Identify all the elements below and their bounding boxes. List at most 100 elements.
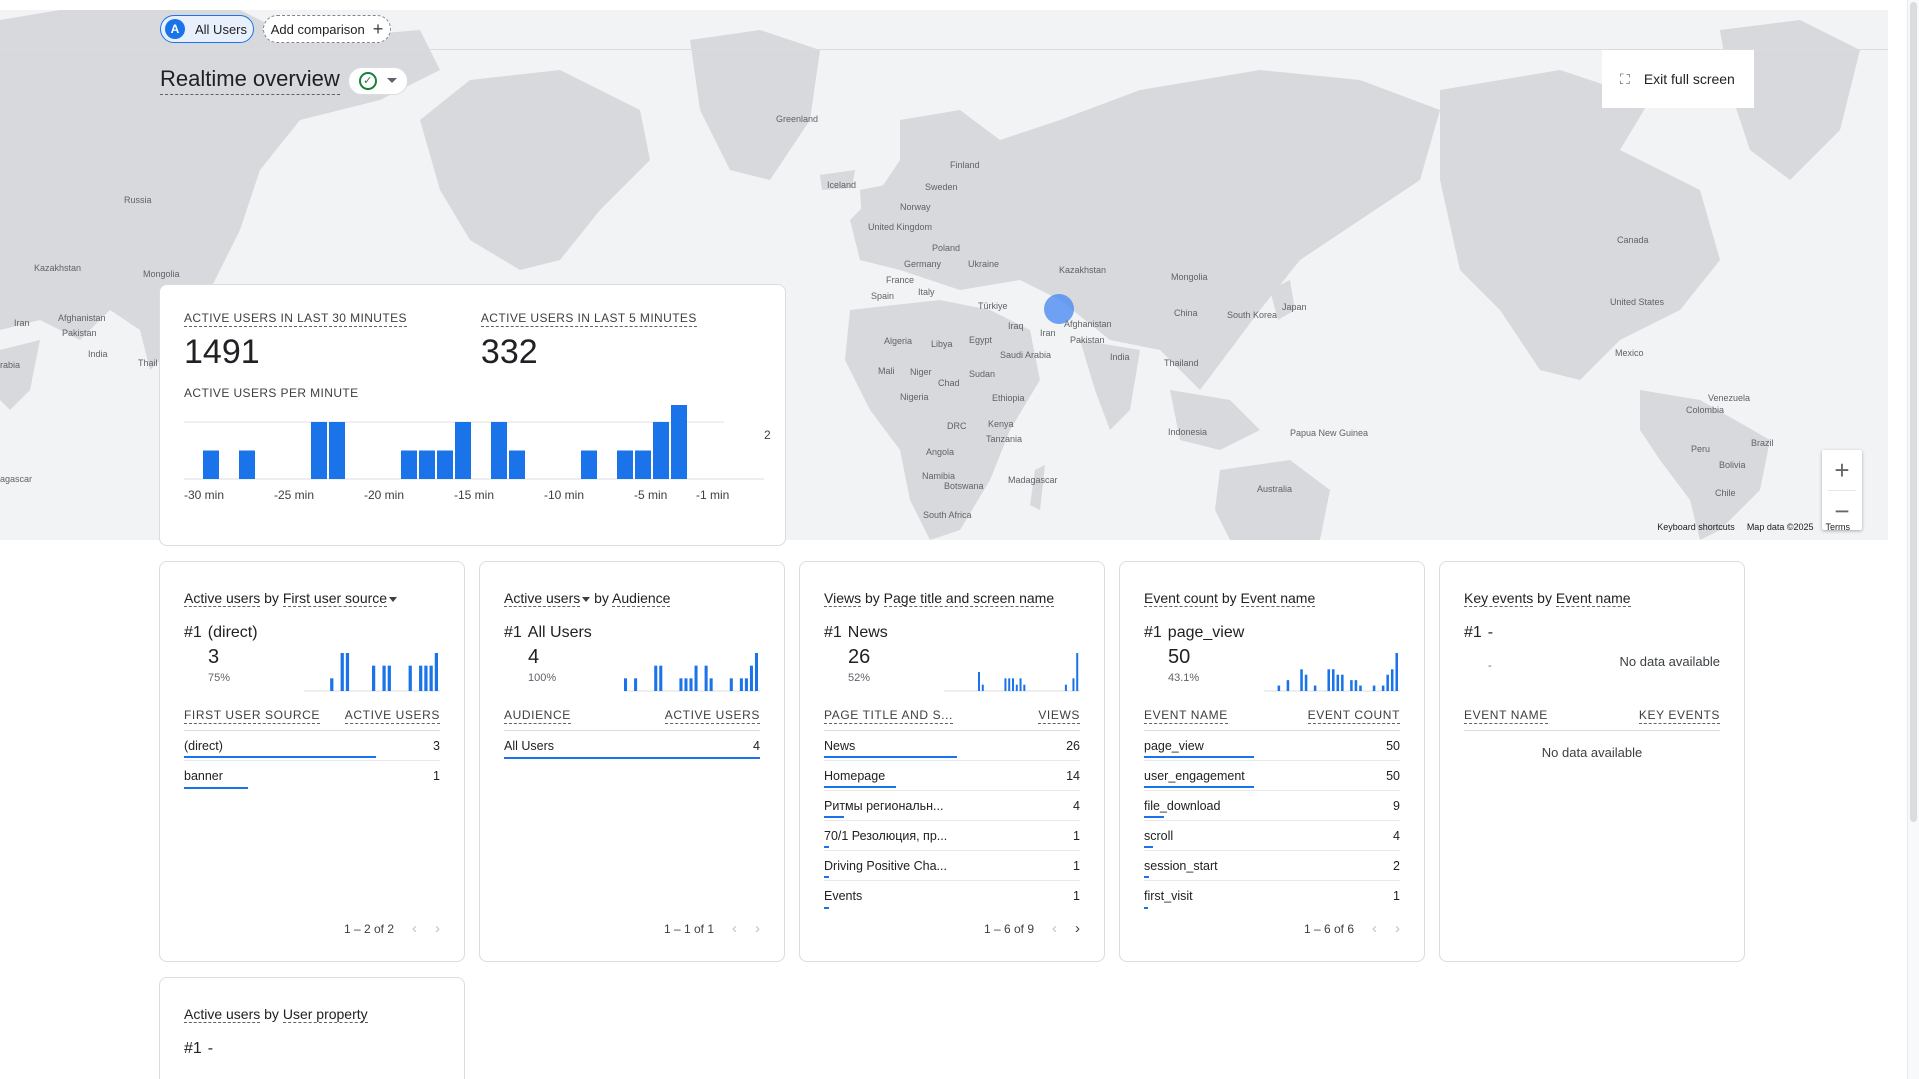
card-title: Active users by Audience xyxy=(504,590,760,607)
dimension-column-header[interactable]: EVENT NAME xyxy=(1464,708,1548,724)
active-users-30-label[interactable]: ACTIVE USERS IN LAST 30 MINUTES xyxy=(184,311,407,327)
metric-column-header[interactable]: VIEWS xyxy=(1038,708,1080,724)
table-row[interactable]: All Users 4 xyxy=(504,731,760,761)
chevron-down-icon[interactable] xyxy=(389,596,398,602)
chevron-left-icon[interactable]: ‹ xyxy=(732,920,737,937)
per-minute-bar[interactable] xyxy=(311,422,327,479)
chevron-left-icon[interactable]: ‹ xyxy=(1372,920,1377,937)
sparkline-bar xyxy=(1019,678,1022,691)
table-row[interactable]: banner 1 xyxy=(184,761,440,791)
metric-selector[interactable]: Key events xyxy=(1464,590,1534,607)
metric-selector[interactable]: Views xyxy=(824,590,862,607)
table-row[interactable]: first_visit 1 xyxy=(1144,881,1400,911)
map-country-label: Mexico xyxy=(1615,348,1644,358)
dimension-selector[interactable]: Event name xyxy=(1240,590,1316,607)
sparkline-bar xyxy=(1277,685,1281,691)
per-minute-bar[interactable] xyxy=(455,422,471,479)
table-row[interactable]: page_view 50 xyxy=(1144,731,1400,761)
active-users-location-dot[interactable] xyxy=(1044,294,1074,324)
sparkline-chart[interactable] xyxy=(944,650,1080,692)
all-users-chip[interactable]: A All Users xyxy=(160,15,254,43)
dimension-column-header[interactable]: AUDIENCE xyxy=(504,708,571,724)
audience-avatar: A xyxy=(165,19,185,39)
chevron-right-icon[interactable]: › xyxy=(755,920,760,937)
table-row[interactable]: file_download 9 xyxy=(1144,791,1400,821)
dimension-selector[interactable]: User property xyxy=(282,1006,368,1023)
sparkline-bar xyxy=(754,653,758,691)
zoom-in-button[interactable]: + xyxy=(1834,454,1850,485)
per-minute-bar[interactable] xyxy=(239,450,255,480)
data-table: News 26 Homepage 14 Ритмы региональн... 4 70/1… xyxy=(824,731,1080,911)
chevron-down-icon[interactable] xyxy=(582,596,591,602)
table-row[interactable]: Events 1 xyxy=(824,881,1080,911)
chevron-left-icon[interactable]: ‹ xyxy=(1052,920,1057,937)
metric-column-header[interactable]: KEY EVENTS xyxy=(1638,708,1720,724)
per-minute-bar[interactable] xyxy=(419,450,435,480)
table-row[interactable]: session_start 2 xyxy=(1144,851,1400,881)
metric-selector[interactable]: Active users xyxy=(184,590,261,607)
dimension-selector[interactable]: Page title and screen name xyxy=(883,590,1055,607)
title-connector: by xyxy=(1217,590,1241,606)
map-country-label: Bolivia xyxy=(1719,460,1746,470)
dimension-selector[interactable]: First user source xyxy=(282,590,388,607)
per-minute-bar[interactable] xyxy=(671,405,687,479)
table-header: PAGE TITLE AND S... VIEWS xyxy=(824,708,1080,731)
per-minute-bar[interactable] xyxy=(437,450,453,480)
sparkline-chart[interactable] xyxy=(1264,650,1400,692)
sparkline-chart[interactable] xyxy=(624,650,760,692)
row-label: file_download xyxy=(1144,798,1221,813)
per-minute-bar[interactable] xyxy=(509,450,525,480)
table-row[interactable]: 70/1 Резолюция, пр... 1 xyxy=(824,821,1080,851)
page-scrollbar[interactable] xyxy=(1907,0,1919,1079)
per-minute-bar[interactable] xyxy=(401,450,417,480)
table-row[interactable]: Ритмы региональн... 4 xyxy=(824,791,1080,821)
per-minute-bar[interactable] xyxy=(653,422,669,479)
dimension-column-header[interactable]: PAGE TITLE AND S... xyxy=(824,708,953,724)
table-row[interactable]: scroll 4 xyxy=(1144,821,1400,851)
table-row[interactable]: News 26 xyxy=(824,731,1080,761)
per-minute-bar[interactable] xyxy=(329,422,345,479)
dimension-selector[interactable]: Event name xyxy=(1555,590,1631,607)
dimension-selector[interactable]: Audience xyxy=(612,590,671,607)
chevron-right-icon[interactable]: › xyxy=(435,920,440,937)
add-comparison-button[interactable]: Add comparison + xyxy=(263,15,391,43)
per-minute-bar[interactable] xyxy=(203,450,219,480)
per-minute-bar[interactable] xyxy=(635,450,651,480)
chevron-left-icon[interactable]: ‹ xyxy=(412,920,417,937)
metric-selector[interactable]: Active users xyxy=(184,1006,261,1023)
active-users-5-label[interactable]: ACTIVE USERS IN LAST 5 MINUTES xyxy=(480,311,697,327)
sparkline-bar xyxy=(1332,669,1335,691)
per-minute-label: ACTIVE USERS PER MINUTE xyxy=(184,386,359,400)
chevron-right-icon[interactable]: › xyxy=(1075,920,1080,937)
per-minute-bar-chart[interactable]: 2 -30 min -25 min -20 min -15 min -10 min -5 m… xyxy=(184,405,774,525)
dimension-column-header[interactable]: EVENT NAME xyxy=(1144,708,1228,724)
terms-link[interactable]: Terms xyxy=(1825,522,1851,532)
metric-column-header[interactable]: ACTIVE USERS xyxy=(664,708,760,724)
keyboard-shortcuts-link[interactable]: Keyboard shortcuts xyxy=(1657,522,1735,532)
table-row[interactable]: (direct) 3 xyxy=(184,731,440,761)
metric-selector[interactable]: Active users xyxy=(504,590,581,607)
sparkline-bar xyxy=(1372,685,1376,691)
x-axis-tick-label: -30 min xyxy=(184,488,224,502)
metric-column-header[interactable]: EVENT COUNT xyxy=(1307,708,1400,724)
chevron-right-icon[interactable]: › xyxy=(1395,920,1400,937)
zoom-out-button[interactable]: − xyxy=(1834,495,1850,526)
data-quality-status-button[interactable]: ✓ xyxy=(347,66,408,95)
dimension-column-header[interactable]: FIRST USER SOURCE xyxy=(184,708,320,724)
map-country-label: Poland xyxy=(932,243,961,253)
row-share-bar xyxy=(1144,756,1255,758)
sparkline-bar xyxy=(330,678,334,691)
table-row[interactable]: Homepage 14 xyxy=(824,761,1080,791)
scrollbar-thumb[interactable] xyxy=(1910,2,1917,822)
metric-selector[interactable]: Event count xyxy=(1144,590,1218,607)
map-country-label: Saudi Arabia xyxy=(1000,350,1052,360)
per-minute-bar[interactable] xyxy=(581,450,597,480)
exit-full-screen-button[interactable]: ⛶ Exit full screen xyxy=(1602,50,1754,108)
per-minute-bar[interactable] xyxy=(617,450,633,480)
table-row[interactable]: user_engagement 50 xyxy=(1144,761,1400,791)
sparkline-chart[interactable] xyxy=(304,650,440,692)
metric-column-header[interactable]: ACTIVE USERS xyxy=(344,708,440,724)
table-row[interactable]: Driving Positive Cha... 1 xyxy=(824,851,1080,881)
per-minute-bar[interactable] xyxy=(491,422,507,479)
page-title[interactable]: Realtime overview xyxy=(160,66,340,95)
